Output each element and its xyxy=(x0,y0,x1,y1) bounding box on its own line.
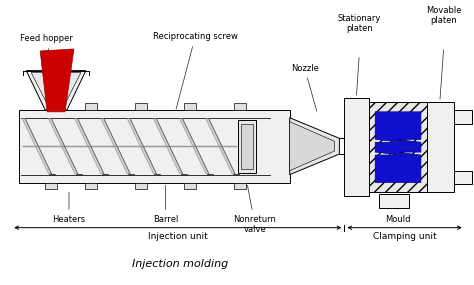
Polygon shape xyxy=(375,112,421,182)
Text: Nozzle: Nozzle xyxy=(291,64,319,111)
Polygon shape xyxy=(180,119,209,174)
Bar xyxy=(45,103,57,110)
Polygon shape xyxy=(31,73,81,110)
Bar xyxy=(241,124,253,169)
Bar xyxy=(234,182,246,189)
Polygon shape xyxy=(290,118,339,175)
Bar xyxy=(454,110,472,124)
Bar xyxy=(135,103,146,110)
Bar xyxy=(369,102,427,192)
Bar xyxy=(19,110,290,182)
Text: Movable
platen: Movable platen xyxy=(426,6,462,25)
Text: Injection unit: Injection unit xyxy=(148,232,208,241)
Text: Injection molding: Injection molding xyxy=(132,259,228,269)
Polygon shape xyxy=(206,119,235,174)
Polygon shape xyxy=(101,119,130,174)
Bar xyxy=(427,102,454,192)
Text: Stationary
platen: Stationary platen xyxy=(337,14,381,33)
Polygon shape xyxy=(26,71,86,110)
Polygon shape xyxy=(22,119,52,174)
Bar xyxy=(238,120,256,173)
Text: Barrel: Barrel xyxy=(153,185,178,224)
Polygon shape xyxy=(48,119,78,174)
Text: Clamping unit: Clamping unit xyxy=(373,232,437,241)
Bar xyxy=(85,103,97,110)
Bar xyxy=(135,182,146,189)
Text: Heaters: Heaters xyxy=(53,192,85,224)
Polygon shape xyxy=(127,119,156,174)
Bar xyxy=(454,171,472,184)
Text: Nonreturn
valve: Nonreturn valve xyxy=(234,185,276,234)
Bar xyxy=(379,194,409,208)
Bar xyxy=(184,182,196,189)
Bar xyxy=(85,182,97,189)
Polygon shape xyxy=(40,49,74,112)
Polygon shape xyxy=(290,122,335,171)
Text: Feed hopper: Feed hopper xyxy=(20,34,73,68)
Bar xyxy=(184,103,196,110)
Bar xyxy=(345,98,369,196)
Bar xyxy=(234,103,246,110)
Text: Mould: Mould xyxy=(385,195,411,224)
Bar xyxy=(45,182,57,189)
Polygon shape xyxy=(75,119,104,174)
Text: Reciprocating screw: Reciprocating screw xyxy=(153,32,237,109)
Polygon shape xyxy=(154,119,182,174)
